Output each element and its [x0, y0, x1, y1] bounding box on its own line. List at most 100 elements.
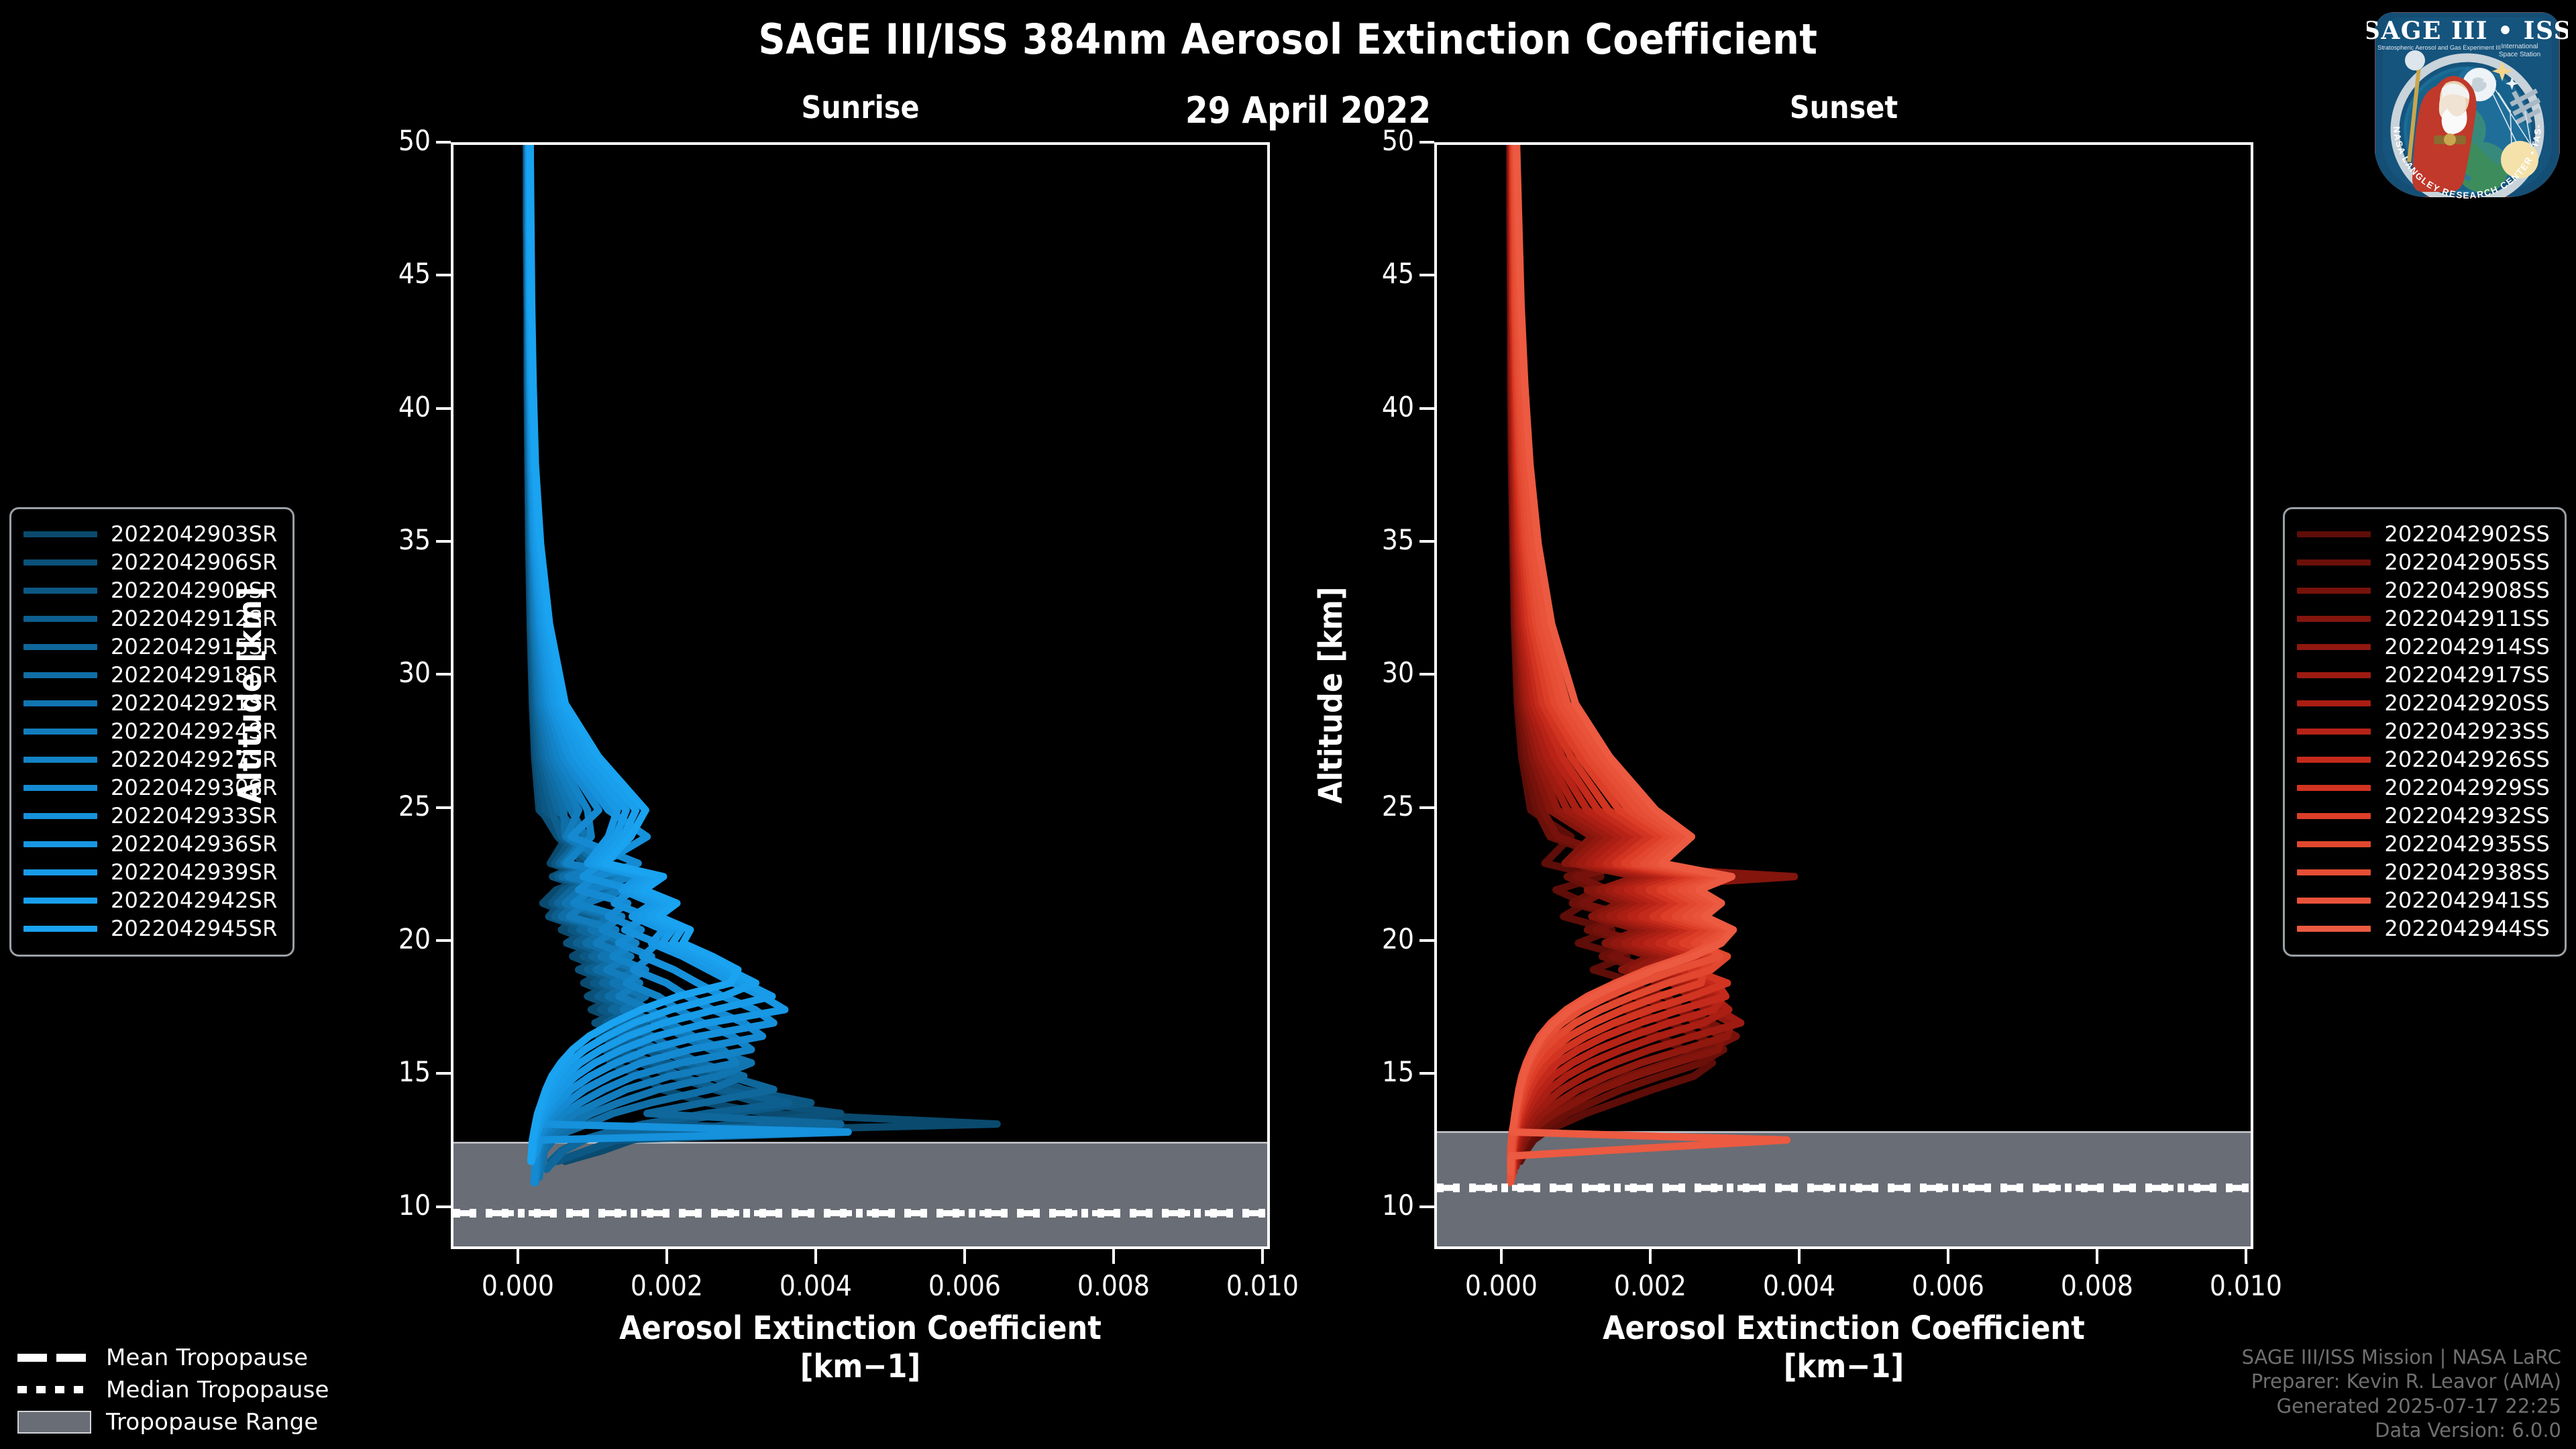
- legend-color-swatch: [23, 559, 97, 566]
- credits-line: SAGE III/ISS Mission | NASA LaRC: [2241, 1346, 2561, 1368]
- x-tick-label: 0.000: [481, 1269, 554, 1302]
- legend-item-label: 2022042924SR: [111, 718, 278, 744]
- tropopause-legend-item: Tropopause Range: [17, 1406, 329, 1438]
- y-tick-mark: [1419, 141, 1434, 144]
- x-tick-label: 0.004: [779, 1269, 852, 1302]
- y-tick-mark: [1419, 806, 1434, 809]
- right-x-axis-label-line2: [km−1]: [1783, 1347, 1904, 1385]
- legend-item[interactable]: 2022042927SR: [23, 745, 278, 773]
- legend-item-label: 2022042945SR: [111, 916, 278, 941]
- legend-color-swatch: [2297, 756, 2371, 763]
- legend-item[interactable]: 2022042915SR: [23, 633, 278, 661]
- logo-title: SAGE III • ISS: [2367, 17, 2568, 45]
- legend-item-label: 2022042906SR: [111, 549, 278, 575]
- legend-item-label: 2022042933SR: [111, 803, 278, 828]
- legend-item-label: 2022042936SR: [111, 831, 278, 857]
- legend-item[interactable]: 2022042906SR: [23, 548, 278, 576]
- legend-color-swatch: [23, 672, 97, 678]
- legend-item[interactable]: 2022042914SS: [2297, 633, 2550, 661]
- legend-item[interactable]: 2022042929SS: [2297, 773, 2550, 802]
- legend-item[interactable]: 2022042924SR: [23, 717, 278, 745]
- credits-line: Preparer: Kevin R. Leavor (AMA): [2251, 1370, 2561, 1393]
- legend-item[interactable]: 2022042917SS: [2297, 661, 2550, 689]
- sunrise-series-legend[interactable]: 2022042903SR 2022042906SR 2022042909SR 2022…: [9, 507, 294, 957]
- x-tick-label: 0.004: [1762, 1269, 1835, 1302]
- y-tick-label: 30: [1381, 656, 1414, 690]
- y-tick-mark: [1419, 1072, 1434, 1075]
- legend-item-label: 2022042911SS: [2384, 606, 2550, 631]
- legend-color-swatch: [2297, 784, 2371, 791]
- legend-item[interactable]: 2022042923SS: [2297, 717, 2550, 745]
- legend-item-label: 2022042902SS: [2384, 521, 2550, 547]
- y-tick-mark: [436, 673, 451, 676]
- legend-color-swatch: [2297, 841, 2371, 847]
- legend-item[interactable]: 2022042932SS: [2297, 802, 2550, 830]
- legend-color-swatch: [23, 587, 97, 594]
- legend-item[interactable]: 2022042912SR: [23, 604, 278, 633]
- legend-color-swatch: [23, 531, 97, 537]
- legend-item[interactable]: 2022042920SS: [2297, 689, 2550, 717]
- legend-item[interactable]: 2022042903SR: [23, 520, 278, 548]
- legend-item[interactable]: 2022042945SR: [23, 914, 278, 943]
- legend-item[interactable]: 2022042921SR: [23, 689, 278, 717]
- legend-color-swatch: [23, 784, 97, 791]
- legend-item[interactable]: 2022042911SS: [2297, 604, 2550, 633]
- legend-item[interactable]: 2022042939SR: [23, 858, 278, 886]
- sunrise-panel-title: Sunrise: [801, 89, 920, 125]
- legend-color-swatch: [23, 841, 97, 847]
- legend-item[interactable]: 2022042936SR: [23, 830, 278, 858]
- legend-item-label: 2022042929SS: [2384, 775, 2550, 800]
- left-x-axis-label: Aerosol Extinction Coefficient [km−1]: [451, 1309, 1270, 1385]
- y-tick-label: 20: [1381, 922, 1414, 955]
- legend-item[interactable]: 2022042944SS: [2297, 914, 2550, 943]
- y-tick-mark: [436, 938, 451, 942]
- x-tick-mark: [1260, 1249, 1264, 1264]
- y-tick-label: 45: [398, 257, 431, 290]
- tropopause-legend-label: Tropopause Range: [106, 1409, 319, 1436]
- sunset-series-legend[interactable]: 2022042902SS 2022042905SS 2022042908SS 2022…: [2283, 507, 2567, 957]
- legend-color-swatch: [2297, 672, 2371, 678]
- y-tick-label: 45: [1381, 257, 1414, 290]
- x-tick-label: 0.010: [1226, 1269, 1299, 1302]
- legend-item-label: 2022042944SS: [2384, 916, 2550, 941]
- legend-color-swatch: [2297, 869, 2371, 875]
- legend-color-swatch: [23, 756, 97, 763]
- legend-color-swatch: [2297, 897, 2371, 904]
- legend-item[interactable]: 2022042926SS: [2297, 745, 2550, 773]
- legend-item-label: 2022042908SS: [2384, 578, 2550, 603]
- legend-item[interactable]: 2022042909SR: [23, 576, 278, 604]
- x-tick-label: 0.006: [928, 1269, 1001, 1302]
- legend-item[interactable]: 2022042930SR: [23, 773, 278, 802]
- legend-item[interactable]: 2022042908SS: [2297, 576, 2550, 604]
- x-tick-label: 0.008: [1077, 1269, 1150, 1302]
- dashed-line-swatch: [17, 1354, 91, 1362]
- legend-item[interactable]: 2022042905SS: [2297, 548, 2550, 576]
- legend-item-label: 2022042915SR: [111, 634, 278, 659]
- legend-item[interactable]: 2022042933SR: [23, 802, 278, 830]
- legend-color-swatch: [23, 925, 97, 932]
- legend-item-label: 2022042935SS: [2384, 831, 2550, 857]
- y-tick-mark: [436, 274, 451, 277]
- left-x-axis-label-line1: Aerosol Extinction Coefficient: [619, 1309, 1102, 1347]
- y-tick-label: 15: [398, 1055, 431, 1089]
- sunset-plot-area[interactable]: [1434, 142, 2253, 1249]
- legend-item[interactable]: 2022042938SS: [2297, 858, 2550, 886]
- legend-item[interactable]: 2022042902SS: [2297, 520, 2550, 548]
- series-line: [523, 145, 1001, 1165]
- sunrise-plot-area[interactable]: [451, 142, 1270, 1249]
- legend-color-swatch: [23, 728, 97, 735]
- legend-item-label: 2022042918SR: [111, 662, 278, 688]
- legend-color-swatch: [2297, 812, 2371, 819]
- legend-color-swatch: [23, 812, 97, 819]
- x-tick-label: 0.002: [1613, 1269, 1686, 1302]
- y-tick-label: 25: [398, 789, 431, 822]
- x-tick-mark: [1112, 1249, 1115, 1264]
- legend-item[interactable]: 2022042941SS: [2297, 886, 2550, 914]
- legend-item[interactable]: 2022042918SR: [23, 661, 278, 689]
- legend-item[interactable]: 2022042935SS: [2297, 830, 2550, 858]
- legend-item-label: 2022042939SR: [111, 859, 278, 885]
- x-tick-mark: [814, 1249, 817, 1264]
- legend-item[interactable]: 2022042942SR: [23, 886, 278, 914]
- tropopause-legend-item: Median Tropopause: [17, 1374, 329, 1406]
- legend-color-swatch: [2297, 925, 2371, 932]
